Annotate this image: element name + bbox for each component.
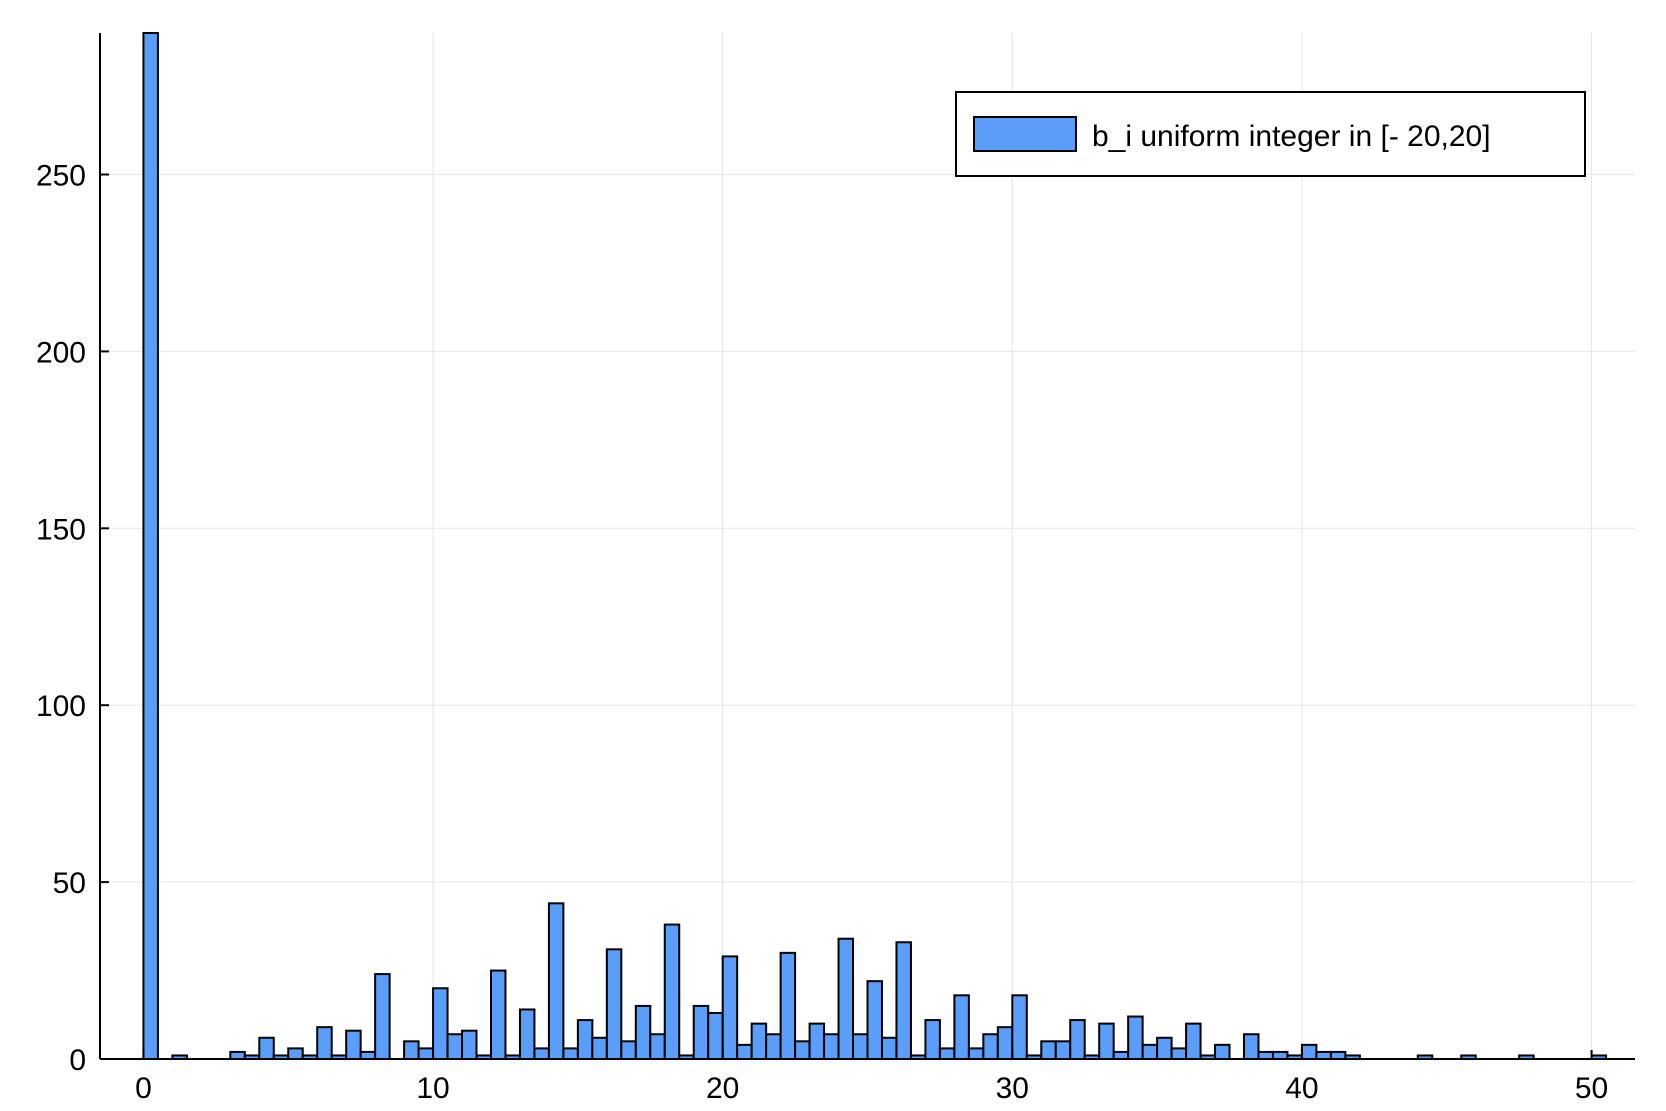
y-tick-label: 200 <box>36 336 86 369</box>
bar <box>634 1004 652 1060</box>
bar <box>345 1029 362 1060</box>
bar <box>692 1004 710 1060</box>
grid-lines <box>100 33 1635 1060</box>
legend: b_i uniform integer in [- 20,20] <box>955 91 1586 177</box>
bar <box>359 1050 377 1061</box>
bar <box>1300 1043 1318 1060</box>
bar <box>953 994 970 1061</box>
bar <box>1054 1040 1072 1060</box>
legend-label-series-1: b_i uniform integer in [- 20,20] <box>1092 120 1491 153</box>
bar <box>374 973 391 1061</box>
bar <box>649 1033 666 1061</box>
bar <box>707 1012 724 1060</box>
bar <box>996 1026 1014 1060</box>
bar <box>750 1022 768 1060</box>
bar <box>605 948 623 1061</box>
bar <box>895 941 912 1061</box>
axes <box>99 33 1635 1060</box>
bar <box>403 1040 420 1060</box>
y-tick-label: 0 <box>69 1044 86 1077</box>
bar <box>938 1047 956 1061</box>
bar <box>258 1036 275 1061</box>
bar <box>1329 1050 1347 1061</box>
bar <box>721 955 739 1061</box>
x-ticks: 0 10 20 30 40 50 <box>135 1050 1608 1105</box>
bar <box>417 1047 435 1061</box>
bar <box>1040 1040 1057 1060</box>
bar <box>924 1019 941 1061</box>
x-tick-label: 0 <box>135 1072 152 1105</box>
bar <box>1257 1050 1274 1061</box>
bar <box>1069 1019 1086 1061</box>
x-tick-label: 50 <box>1575 1072 1608 1105</box>
bar <box>1112 1050 1130 1061</box>
bar <box>794 1040 811 1060</box>
bar <box>1098 1022 1115 1060</box>
bar <box>1243 1033 1260 1061</box>
bar <box>967 1047 985 1061</box>
bar <box>142 32 159 1060</box>
bars-series-1 <box>142 32 1608 1061</box>
bar <box>808 1022 826 1060</box>
bar <box>982 1033 999 1061</box>
bar <box>489 969 507 1060</box>
bar <box>518 1008 536 1061</box>
y-tick-label: 150 <box>36 513 86 546</box>
bar <box>620 1040 637 1060</box>
bar <box>1185 1022 1202 1060</box>
bar <box>1127 1015 1144 1060</box>
bar <box>1156 1036 1173 1061</box>
bar <box>547 902 565 1061</box>
bar <box>1011 994 1028 1061</box>
bar <box>591 1036 608 1061</box>
bar <box>316 1026 333 1060</box>
x-tick-label: 20 <box>706 1072 739 1105</box>
bar <box>1271 1050 1289 1061</box>
x-tick-label: 40 <box>1285 1072 1318 1105</box>
bar <box>533 1047 550 1061</box>
bar <box>765 1033 782 1061</box>
y-tick-label: 250 <box>36 160 86 193</box>
bar <box>736 1043 753 1060</box>
y-tick-label: 100 <box>36 690 86 723</box>
y-ticks: 0 50 100 150 200 250 <box>36 160 109 1077</box>
bar <box>823 1033 840 1061</box>
bar <box>1141 1043 1159 1060</box>
bar <box>1170 1047 1188 1061</box>
bar <box>880 1036 898 1061</box>
bar <box>837 937 855 1060</box>
bar <box>432 987 449 1061</box>
bar <box>562 1047 579 1061</box>
x-tick-label: 30 <box>996 1072 1029 1105</box>
legend-swatch-series-1 <box>973 116 1077 152</box>
bar <box>229 1050 246 1061</box>
bar <box>663 923 681 1060</box>
y-tick-label: 50 <box>53 867 86 900</box>
bar <box>1315 1050 1332 1061</box>
x-tick-label: 10 <box>416 1072 449 1105</box>
bar <box>461 1029 478 1060</box>
bar <box>446 1033 464 1061</box>
bar <box>287 1047 304 1061</box>
bar <box>866 980 883 1061</box>
bar <box>852 1033 869 1061</box>
bar <box>576 1019 594 1061</box>
bar <box>779 951 797 1060</box>
bar <box>1214 1043 1231 1060</box>
